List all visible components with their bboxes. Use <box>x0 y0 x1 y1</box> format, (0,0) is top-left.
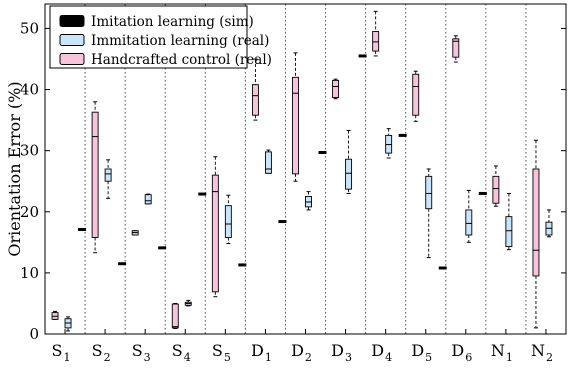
box-iqr <box>292 76 299 175</box>
y-tick-label: 0 <box>29 325 39 343</box>
legend-label: Imitation learning (sim) <box>91 14 254 30</box>
sim-marker <box>198 192 207 196</box>
y-tick-label: 50 <box>20 19 39 37</box>
box-handcrafted-real <box>292 52 299 182</box>
box-handcrafted-real <box>452 35 460 63</box>
box-handcrafted-real <box>131 230 139 236</box>
x-tick-label: N1 <box>491 341 513 364</box>
box-imitation-real <box>305 191 312 211</box>
box-handcrafted-real <box>171 302 179 329</box>
legend-label: Handcrafted control (real) <box>91 52 272 68</box>
x-tick-label: S4 <box>172 341 191 364</box>
sim-marker <box>278 220 287 224</box>
box-iqr <box>452 38 460 58</box>
box-imitation-real <box>345 130 353 194</box>
box-iqr <box>171 303 179 329</box>
box-imitation-real <box>385 128 393 159</box>
box-handcrafted-real <box>372 10 380 57</box>
box-imitation-real <box>184 299 192 307</box>
x-tick-label: D1 <box>251 341 272 364</box>
y-tick-label: 10 <box>20 264 39 282</box>
y-tick-label: 20 <box>20 203 39 221</box>
box-iqr <box>532 168 540 277</box>
x-tick-label: D4 <box>371 341 392 364</box>
box-handcrafted-real <box>412 70 420 122</box>
legend-label: Immitation learning (real) <box>91 33 269 49</box>
category-separators <box>84 4 527 334</box>
y-tick-label: 30 <box>20 142 39 160</box>
box-imitation-real <box>264 149 272 174</box>
box-iqr <box>144 194 152 205</box>
x-tick-label: S3 <box>132 341 151 364</box>
x-tick-label: D2 <box>291 341 312 364</box>
box-imitation-real <box>425 168 433 259</box>
legend-swatch <box>59 53 85 65</box>
x-tick-label: D5 <box>411 341 432 364</box>
box-handcrafted-real <box>91 101 99 254</box>
sim-marker <box>318 151 327 154</box>
box-handcrafted-real <box>492 165 500 207</box>
plot-marks <box>51 10 553 332</box>
box-imitation-real <box>465 189 473 243</box>
box-iqr <box>264 151 272 174</box>
box-imitation-real <box>64 316 72 332</box>
sim-marker <box>78 228 87 231</box>
box-imitation-real <box>505 192 513 251</box>
legend-swatch <box>59 34 85 46</box>
box-iqr <box>412 73 420 116</box>
x-tick-label: S1 <box>52 341 71 364</box>
sim-marker <box>478 191 487 195</box>
box-iqr <box>492 175 500 204</box>
box-imitation-real <box>104 159 112 199</box>
box-handcrafted-real <box>251 58 259 121</box>
box-iqr <box>91 111 99 238</box>
sim-marker <box>158 246 167 250</box>
box-iqr <box>224 205 232 238</box>
sim-marker <box>398 133 407 137</box>
x-tick-label: N2 <box>531 341 553 364</box>
box-iqr <box>211 174 219 293</box>
box-imitation-real <box>144 193 152 205</box>
sim-marker <box>438 266 447 270</box>
x-tick-label: D3 <box>331 341 352 364</box>
x-tick-label: D6 <box>451 341 472 364</box>
box-imitation-real <box>545 209 553 238</box>
box-handcrafted-real <box>51 310 59 320</box>
box-iqr <box>505 216 513 248</box>
box-handcrafted-real <box>211 156 219 298</box>
box-iqr <box>465 209 473 236</box>
sim-marker <box>118 262 127 266</box>
box-iqr <box>332 79 340 98</box>
legend: Imitation learning (sim) Immitation learn… <box>49 5 272 69</box>
x-tick-label: S2 <box>92 341 111 364</box>
box-iqr <box>251 84 259 116</box>
box-imitation-real <box>224 194 232 245</box>
box-handcrafted-real <box>332 78 340 100</box>
box-iqr <box>345 158 353 190</box>
sim-marker <box>238 263 247 267</box>
axes: 0 10 20 30 40 50 S1 S2 S3 S4 S5 D1 D2 D3 D4 D5 D6 N1 N2 <box>20 19 566 364</box>
sim-marker <box>358 54 367 58</box>
box-iqr <box>425 175 433 210</box>
box-iqr <box>372 31 380 52</box>
y-axis-title: Orientation Error (%) <box>5 81 24 256</box>
box-handcrafted-real <box>532 139 540 329</box>
x-tick-label: S5 <box>212 341 231 364</box>
legend-swatch <box>59 15 85 27</box>
y-tick-label: 40 <box>20 81 39 99</box>
box-iqr <box>104 168 112 182</box>
